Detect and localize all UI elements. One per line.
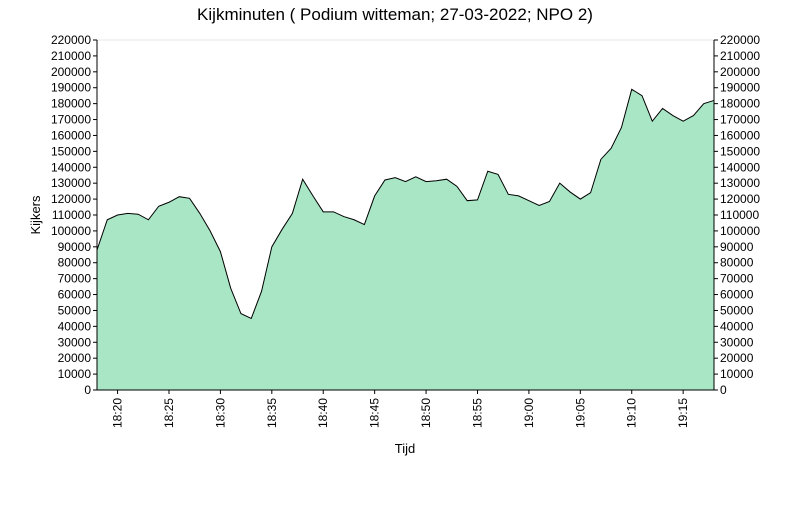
x-axis-ticks: 18:20 18:25 18:30 18:35 18:40 18:45 18:50 18:55…	[111, 390, 690, 428]
y-tick-label-right: 180000	[720, 97, 760, 111]
y-tick-label-right: 190000	[720, 81, 760, 95]
x-tick-label: 19:10	[625, 398, 639, 428]
y-tick-label-left: 140000	[51, 160, 91, 174]
x-tick-label: 18:40	[316, 398, 330, 428]
y-tick-label-left: 20000	[58, 351, 92, 365]
y-tick-label-right: 170000	[720, 113, 760, 127]
y-tick-label-right: 110000	[720, 208, 759, 222]
x-tick-label: 18:30	[213, 398, 227, 428]
y-tick-label-right: 100000	[720, 224, 760, 238]
x-tick-label: 19:00	[522, 398, 536, 428]
y-tick-label-left: 70000	[58, 272, 92, 286]
y-tick-label-right: 30000	[720, 335, 754, 349]
y-tick-label-left: 30000	[58, 335, 92, 349]
y-tick-label-right: 160000	[720, 128, 760, 142]
y-tick-label-left: 0	[84, 383, 91, 397]
series-line	[96, 88, 715, 320]
x-tick-label: 18:35	[265, 398, 279, 428]
y-tick-label-left: 90000	[58, 240, 92, 254]
x-tick-label: 18:50	[419, 398, 433, 428]
y-tick-label-left: 190000	[51, 81, 91, 95]
y-tick-label-left: 120000	[51, 192, 91, 206]
y-tick-label-right: 210000	[720, 49, 760, 63]
y-tick-label-left: 200000	[51, 65, 91, 79]
y-tick-label-left: 180000	[51, 97, 91, 111]
y-tick-label-right: 60000	[720, 288, 754, 302]
y-tick-label-left: 40000	[58, 319, 92, 333]
y-tick-label-left: 10000	[58, 367, 92, 381]
y-tick-label-left: 210000	[51, 49, 91, 63]
y-tick-label-right: 20000	[720, 351, 754, 365]
x-tick-label: 19:05	[573, 398, 587, 428]
y-tick-label-left: 170000	[51, 113, 91, 127]
area-fill	[97, 89, 714, 390]
y-tick-label-right: 130000	[720, 176, 760, 190]
y-tick-label-right: 70000	[720, 272, 754, 286]
y-tick-label-right: 220000	[720, 33, 760, 47]
y-axis-label: Kijkers	[28, 195, 43, 235]
y-tick-label-left: 60000	[58, 288, 92, 302]
x-tick-label: 18:20	[111, 398, 125, 428]
y-tick-label-left: 130000	[51, 176, 91, 190]
y-tick-label-left: 150000	[51, 144, 91, 158]
y-tick-label-right: 10000	[720, 367, 754, 381]
chart-title: Kijkminuten ( Podium witteman; 27-03-202…	[197, 5, 593, 24]
y-tick-label-right: 200000	[720, 65, 760, 79]
y-tick-label-right: 150000	[720, 144, 760, 158]
y-tick-label-left: 110000	[52, 208, 91, 222]
y-tick-label-left: 100000	[51, 224, 91, 238]
x-tick-label: 18:55	[470, 398, 484, 428]
y-tick-label-right: 40000	[720, 319, 754, 333]
y-tick-label-left: 50000	[58, 303, 92, 317]
y-tick-label-right: 0	[720, 383, 727, 397]
y-tick-label-left: 160000	[51, 128, 91, 142]
y-tick-label-right: 120000	[720, 192, 760, 206]
y-tick-label-left: 220000	[51, 33, 91, 47]
y-tick-label-right: 80000	[720, 256, 754, 270]
y-tick-label-right: 140000	[720, 160, 760, 174]
y-tick-label-left: 80000	[58, 256, 92, 270]
y-tick-label-right: 90000	[720, 240, 754, 254]
x-axis-label: Tijd	[395, 441, 415, 456]
x-tick-label: 19:15	[676, 398, 690, 428]
x-tick-label: 18:45	[368, 398, 382, 428]
area-series	[96, 88, 715, 390]
x-tick-label: 18:25	[162, 398, 176, 428]
y-tick-label-right: 50000	[720, 303, 754, 317]
